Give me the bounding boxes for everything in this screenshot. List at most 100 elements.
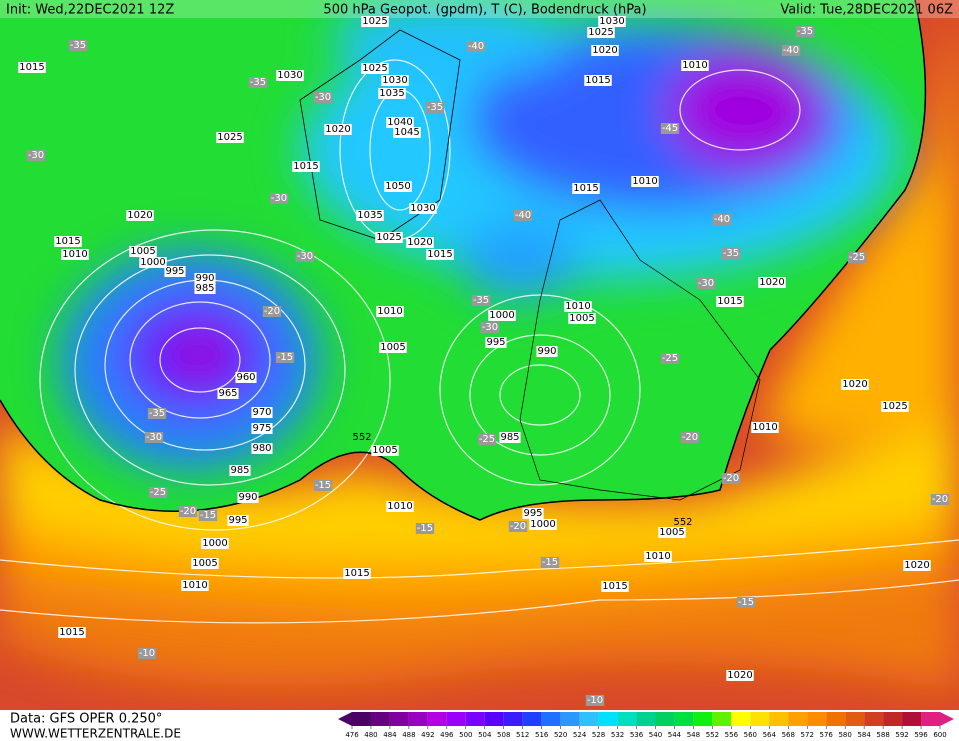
- scale-tick-label: 540: [649, 731, 662, 739]
- scale-tick-label: 572: [801, 731, 814, 739]
- scale-tick-label: 484: [383, 731, 397, 739]
- scale-tick-label: 524: [573, 731, 587, 739]
- scale-swatch: [522, 712, 542, 726]
- temperature-label-box: [847, 252, 867, 263]
- scale-tick-label: 500: [459, 731, 472, 739]
- isobar-label-box: [194, 273, 216, 284]
- isobar-label-box: [485, 337, 507, 348]
- scale-tick-label: 544: [668, 731, 682, 739]
- scale-swatch: [921, 712, 940, 726]
- temperature-label: -15: [200, 510, 216, 521]
- temperature-label: -30: [297, 251, 313, 262]
- temperature-label: -15: [738, 597, 754, 608]
- isobar-label-box: [201, 538, 229, 549]
- isobar-label: 1035: [379, 88, 404, 99]
- scale-tick-label: 528: [592, 731, 605, 739]
- temperature-label: -35: [797, 26, 813, 37]
- temperature-label-box: [480, 322, 500, 333]
- isobar-label: 1020: [127, 210, 152, 221]
- temperature-label: -20: [510, 521, 526, 532]
- isobar-label: 1010: [377, 306, 402, 317]
- isobar-label: 1005: [192, 558, 217, 569]
- temperature-label-box: [712, 214, 732, 225]
- isobar-label: 995: [486, 337, 505, 348]
- temperature-label: -30: [28, 150, 44, 161]
- isobar-label-box: [227, 515, 249, 526]
- isobar-label-box: [361, 63, 389, 74]
- isobar-label-box: [716, 296, 744, 307]
- isobar-label: 985: [195, 283, 214, 294]
- temperature-label: -30: [315, 92, 331, 103]
- isobar-label-box: [409, 203, 437, 214]
- isobar-label: 1010: [182, 580, 207, 591]
- scale-swatch: [598, 712, 618, 726]
- isobar-label-box: [229, 465, 251, 476]
- scale-swatch: [902, 712, 922, 726]
- scale-tick-label: 496: [440, 731, 454, 739]
- isobar-label: 1025: [362, 63, 387, 74]
- isobar-label: 1015: [717, 296, 742, 307]
- scale-tick-label: 596: [914, 731, 928, 739]
- isobar-label: 1015: [19, 62, 44, 73]
- isobar-label-box: [841, 379, 869, 390]
- scale-tick-label: 560: [744, 731, 757, 739]
- temperature-label: -30: [482, 322, 498, 333]
- isobar-label-box: [251, 423, 273, 434]
- isobar-label-box: [426, 249, 454, 260]
- isobar-label: 985: [500, 432, 519, 443]
- scale-tick-label: 600: [933, 731, 946, 739]
- scale-tick-label: 512: [516, 731, 529, 739]
- temperature-label: -20: [180, 506, 196, 517]
- isobar-label-box: [406, 237, 434, 248]
- temperature-label: -40: [714, 214, 730, 225]
- temperature-label-box: [540, 557, 560, 568]
- isobar-label: 1040: [387, 117, 412, 128]
- contour-label: 552: [352, 432, 371, 443]
- scale-swatch: [352, 712, 371, 726]
- map-title: 500 hPa Geopot. (gpdm), T (C), Bodendruc…: [323, 3, 646, 18]
- isobar-label-box: [903, 560, 931, 571]
- isobar-label: 1020: [325, 124, 350, 135]
- scale-arrow-right: [940, 712, 954, 726]
- temperature-label-box: [144, 432, 164, 443]
- isobar-label: 1045: [394, 127, 419, 138]
- temperature-label: -15: [315, 480, 331, 491]
- isobar-label: 1010: [632, 176, 657, 187]
- isobar-label: 1015: [585, 75, 610, 86]
- scale-tick-label: 536: [630, 731, 644, 739]
- temperature-label-box: [425, 102, 445, 113]
- scale-swatch: [807, 712, 827, 726]
- isobar-label-box: [386, 117, 414, 128]
- temperature-label-box: [178, 506, 198, 517]
- temperature-label-box: [680, 432, 700, 443]
- isobar-label-box: [251, 407, 273, 418]
- temperature-label-box: [513, 210, 533, 221]
- temperature-label: -35: [473, 295, 489, 306]
- temperature-label-box: [147, 408, 167, 419]
- isobar-label-box: [276, 70, 304, 81]
- scale-swatch: [503, 712, 523, 726]
- isobar-label-box: [758, 277, 786, 288]
- isobar-label: 1005: [130, 246, 155, 257]
- isobar-label-box: [529, 519, 557, 530]
- isobar-label: 1020: [407, 237, 432, 248]
- scale-tick-label: 476: [345, 731, 359, 739]
- scale-swatch: [636, 712, 656, 726]
- scale-swatch: [845, 712, 865, 726]
- temperature-label-box: [660, 123, 680, 134]
- temperature-label-box: [696, 278, 716, 289]
- isobar-label: 1030: [277, 70, 302, 81]
- temperature-label: -15: [417, 523, 433, 534]
- isobar-label-box: [881, 401, 909, 412]
- temperature-label: -30: [271, 193, 287, 204]
- isobar-label: 975: [252, 423, 271, 434]
- temperature-label: -40: [783, 45, 799, 56]
- isobar-label-box: [376, 306, 404, 317]
- isobar-label-box: [375, 232, 403, 243]
- temperature-label-box: [736, 597, 756, 608]
- isobar-label: 1020: [727, 670, 752, 681]
- temperature-label-box: [721, 248, 741, 259]
- isobar-label: 1000: [140, 257, 165, 268]
- isobar-label: 970: [252, 407, 271, 418]
